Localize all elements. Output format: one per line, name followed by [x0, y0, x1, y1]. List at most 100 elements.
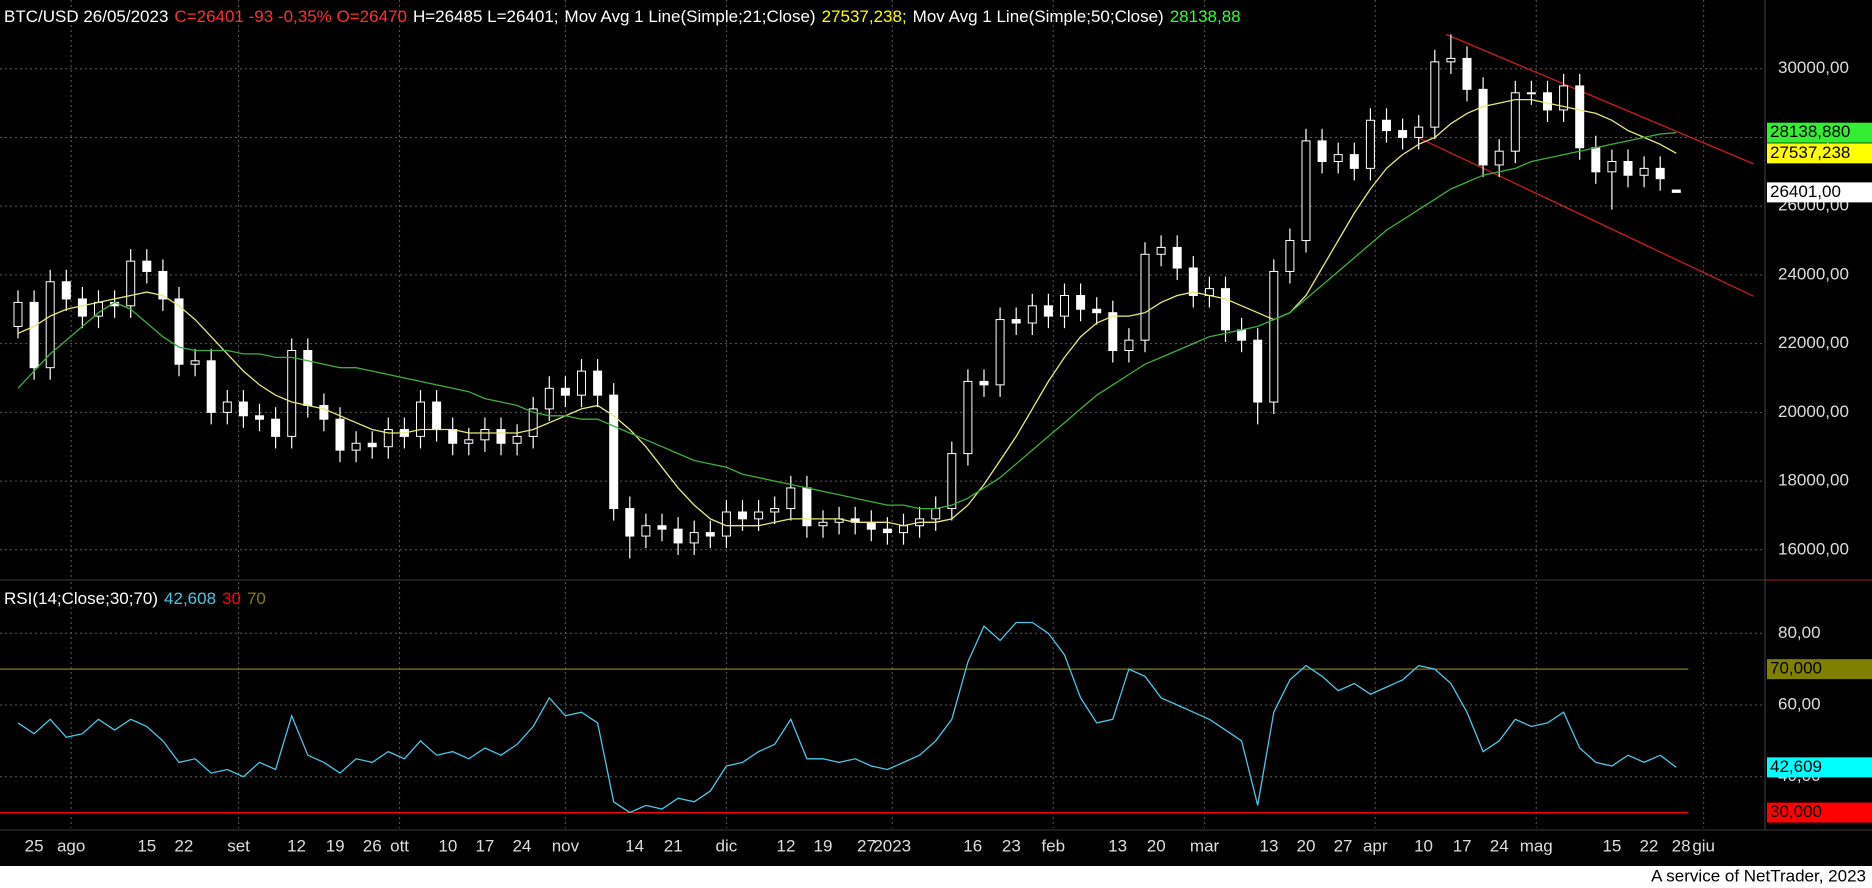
- x-tick-label: giu: [1692, 836, 1715, 855]
- value-badge-label: 42,609: [1770, 757, 1822, 776]
- candle-body: [319, 404, 329, 420]
- y-tick-label: 16000,00: [1778, 539, 1849, 558]
- candle-body: [464, 439, 474, 444]
- candle-body: [1478, 88, 1488, 166]
- x-tick-label: 2023: [873, 836, 911, 855]
- candle-body: [1462, 57, 1472, 90]
- candle-body: [45, 281, 55, 369]
- candle-body: [577, 370, 586, 396]
- candle-body: [432, 401, 442, 431]
- x-tick-label: apr: [1363, 836, 1388, 855]
- candle-body: [367, 442, 377, 448]
- x-tick-label: mar: [1190, 836, 1220, 855]
- candle-body: [1414, 126, 1424, 138]
- candle-body: [1671, 189, 1681, 193]
- x-tick-label: 10: [438, 836, 457, 855]
- x-tick-label: nov: [552, 836, 580, 855]
- candle-body: [61, 281, 71, 300]
- candle-body: [222, 401, 232, 413]
- candle-body: [1494, 150, 1504, 166]
- rsi-header: RSI(14;Close;30;70) 42,608 30 70: [4, 589, 266, 608]
- candle-body: [287, 349, 297, 437]
- value-badge: [1767, 802, 1872, 823]
- candle-body: [866, 521, 876, 530]
- x-tick-label: set: [227, 836, 250, 855]
- value-badge-label: 26401,00: [1770, 182, 1841, 201]
- x-tick-label: dic: [716, 836, 738, 855]
- candle-body: [979, 380, 989, 386]
- candle-body: [754, 511, 764, 520]
- candle-body: [560, 387, 570, 396]
- x-tick-label: 10: [1414, 836, 1433, 855]
- candle-body: [673, 528, 683, 544]
- candle-body: [13, 301, 23, 327]
- header-part: C=26401 -93 -0,35% O=26470: [174, 7, 407, 26]
- legend-name: Mov Avg 1 Line(Simple;50;Close): [913, 7, 1164, 26]
- candle-body: [689, 532, 699, 544]
- candle-body: [303, 349, 313, 406]
- y-tick-label: 20000,00: [1778, 402, 1849, 421]
- y-tick-label: 24000,00: [1778, 264, 1849, 283]
- x-tick-label: 22: [174, 836, 193, 855]
- x-tick-label: ago: [57, 836, 85, 855]
- candle-body: [190, 360, 200, 365]
- value-badge-label: 70,000: [1770, 659, 1822, 678]
- legend-value: 42,608: [164, 589, 216, 608]
- x-tick-label: 16: [963, 836, 982, 855]
- rsi-title: RSI(14;Close;30;70): [4, 589, 158, 608]
- candle-body: [271, 418, 281, 437]
- candle-body: [1156, 246, 1166, 255]
- candle-body: [963, 380, 973, 455]
- candle-body: [351, 442, 361, 451]
- x-tick-label: 17: [1453, 836, 1472, 855]
- legend-value: 30: [222, 589, 241, 608]
- price-header: BTC/USD 26/05/2023 C=26401 -93 -0,35% O=2…: [4, 7, 1241, 26]
- x-tick-label: 27: [1334, 836, 1353, 855]
- candle-body: [1301, 140, 1311, 242]
- candle-body: [625, 508, 635, 537]
- x-tick-label: 22: [1639, 836, 1658, 855]
- candle-body: [1285, 240, 1295, 272]
- candle-body: [1027, 305, 1037, 324]
- candle-body: [1398, 130, 1408, 138]
- value-badge: [1767, 659, 1872, 680]
- candle-body: [1510, 92, 1520, 152]
- candle-body: [1607, 161, 1617, 173]
- trend-line: [1418, 137, 1754, 297]
- candle-body: [335, 418, 345, 451]
- candle-body: [1623, 161, 1633, 176]
- x-tick-label: 19: [326, 836, 345, 855]
- candle-body: [512, 435, 522, 444]
- moving-average-line: [17, 132, 1677, 510]
- value-badge-label: 27537,238: [1770, 143, 1850, 162]
- candle-body: [882, 528, 892, 534]
- x-tick-label: 27: [857, 836, 876, 855]
- candle-body: [448, 429, 458, 444]
- candle-body: [1639, 167, 1649, 176]
- candle-body: [609, 394, 619, 510]
- candle-body: [1172, 246, 1182, 269]
- candle-body: [818, 521, 828, 527]
- candle-body: [238, 401, 248, 417]
- candle-body: [641, 525, 651, 537]
- value-badge-label: 30,000: [1770, 802, 1822, 821]
- legend-value: 70: [247, 589, 266, 608]
- candle-body: [1108, 312, 1118, 351]
- candle-body: [1076, 295, 1086, 310]
- candle-body: [1559, 85, 1569, 111]
- x-tick-label: 20: [1297, 836, 1316, 855]
- y-tick-label: 30000,00: [1778, 58, 1849, 77]
- candle-body: [1140, 253, 1150, 341]
- y-tick-label: 60,00: [1778, 694, 1821, 713]
- labels: 25 ago 15 22 set 12 19 26 ott 10 17 24 nov 14 21 dic 12 1…: [25, 58, 1872, 855]
- candle-body: [174, 298, 184, 365]
- candle-body: [657, 525, 667, 530]
- moving-average-line: [17, 98, 1677, 527]
- candle-body: [1365, 119, 1375, 169]
- candle-body: [158, 270, 168, 300]
- candle-body: [1124, 339, 1134, 351]
- candle-body: [29, 301, 39, 369]
